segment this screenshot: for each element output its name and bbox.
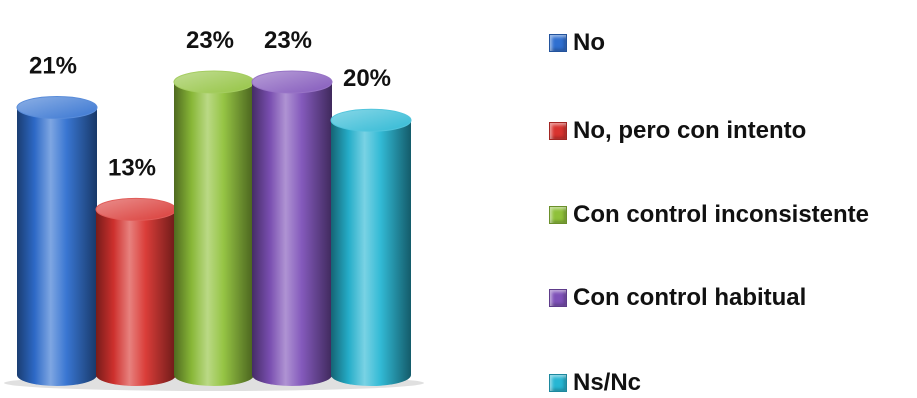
bar-body [252,82,332,386]
legend-swatch-icon [549,34,567,52]
bar-top [16,95,98,119]
legend-item-ns-nc: Ns/Nc [549,368,641,398]
bar-no-pero-con-intento [95,197,177,386]
legend-swatch-icon [549,122,567,140]
data-labels-layer: 21% 13% 23% 23% 20% [29,27,391,181]
data-label: 13% [108,154,156,181]
legend-label: No [573,29,605,56]
legend-label: Con control habitual [573,284,807,311]
legend-swatch-icon [549,374,567,392]
bar-con-control-inconsistente [173,70,255,386]
bar-top [251,70,333,94]
bar-body [96,209,176,386]
bar-body [17,107,97,386]
bar-top [173,70,255,94]
legend-item-no-pero-con-intento: No, pero con intento [549,116,806,146]
bar-no [16,95,98,386]
data-label: 20% [343,65,391,92]
bar-body [174,82,254,386]
bars-layer [4,70,424,391]
legend-item-con-control-habitual: Con control habitual [549,283,806,313]
bar-ns-nc [330,108,412,386]
legend-label: Con control inconsistente [573,201,870,228]
data-label: 23% [186,27,234,54]
data-label: 23% [264,27,312,54]
bar-top [330,108,412,132]
legend-swatch-icon [549,206,567,224]
legend-label: No, pero con intento [573,117,807,144]
legend-item-con-control-inconsistente: Con control inconsistente [549,200,869,230]
bar-top [95,197,177,221]
bar-body [331,120,411,386]
legend-label: Ns/Nc [573,369,642,396]
data-label: 21% [29,52,77,79]
legend-item-no: No [549,28,605,58]
legend-swatch-icon [549,289,567,307]
bar-con-control-habitual [251,70,333,386]
